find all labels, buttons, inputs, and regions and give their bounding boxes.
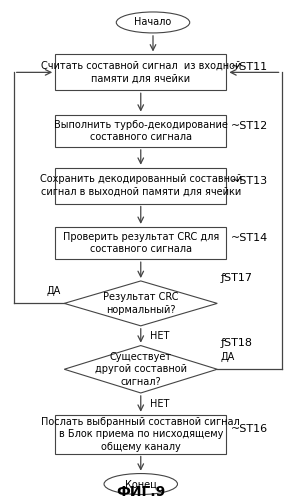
Text: ~ST16: ~ST16 [231,424,268,434]
Ellipse shape [104,474,177,495]
Text: ~ST14: ~ST14 [231,233,268,243]
Text: ДА: ДА [47,286,61,296]
Polygon shape [64,281,217,326]
Text: ƒST18: ƒST18 [220,338,252,348]
Text: Считать составной сигнал  из входной
памяти для ячейки: Считать составной сигнал из входной памя… [41,61,241,83]
Text: Проверить результат CRC для
составного сигнала: Проверить результат CRC для составного с… [63,232,219,254]
Text: ~ST12: ~ST12 [231,121,268,131]
FancyBboxPatch shape [55,415,226,454]
Text: ДА: ДА [220,352,235,362]
Text: ~ST13: ~ST13 [231,176,268,186]
FancyBboxPatch shape [55,227,226,259]
Polygon shape [64,346,217,393]
Text: ƒST17: ƒST17 [220,273,252,283]
Text: Сохранить декодированный составной
сигнал в выходной памяти для ячейки: Сохранить декодированный составной сигна… [40,175,242,197]
Ellipse shape [116,12,190,33]
Text: Начало: Начало [134,17,172,27]
Text: ~ST11: ~ST11 [231,62,268,72]
Text: Послать выбранный составной сигнал
в Блок приема по нисходящему
общему каналу: Послать выбранный составной сигнал в Бло… [41,417,240,452]
Text: Конец: Конец [125,479,157,489]
Text: ФИГ.9: ФИГ.9 [116,485,165,499]
FancyBboxPatch shape [55,115,226,147]
Text: НЕТ: НЕТ [150,331,169,341]
Text: НЕТ: НЕТ [150,399,169,409]
Text: Существует
другой составной
сигнал?: Существует другой составной сигнал? [95,352,187,387]
FancyBboxPatch shape [55,54,226,90]
FancyBboxPatch shape [55,168,226,204]
Text: Выполнить турбо-декодирование
составного сигнала: Выполнить турбо-декодирование составного… [54,120,228,142]
Text: Результат CRC
нормальный?: Результат CRC нормальный? [103,292,178,314]
